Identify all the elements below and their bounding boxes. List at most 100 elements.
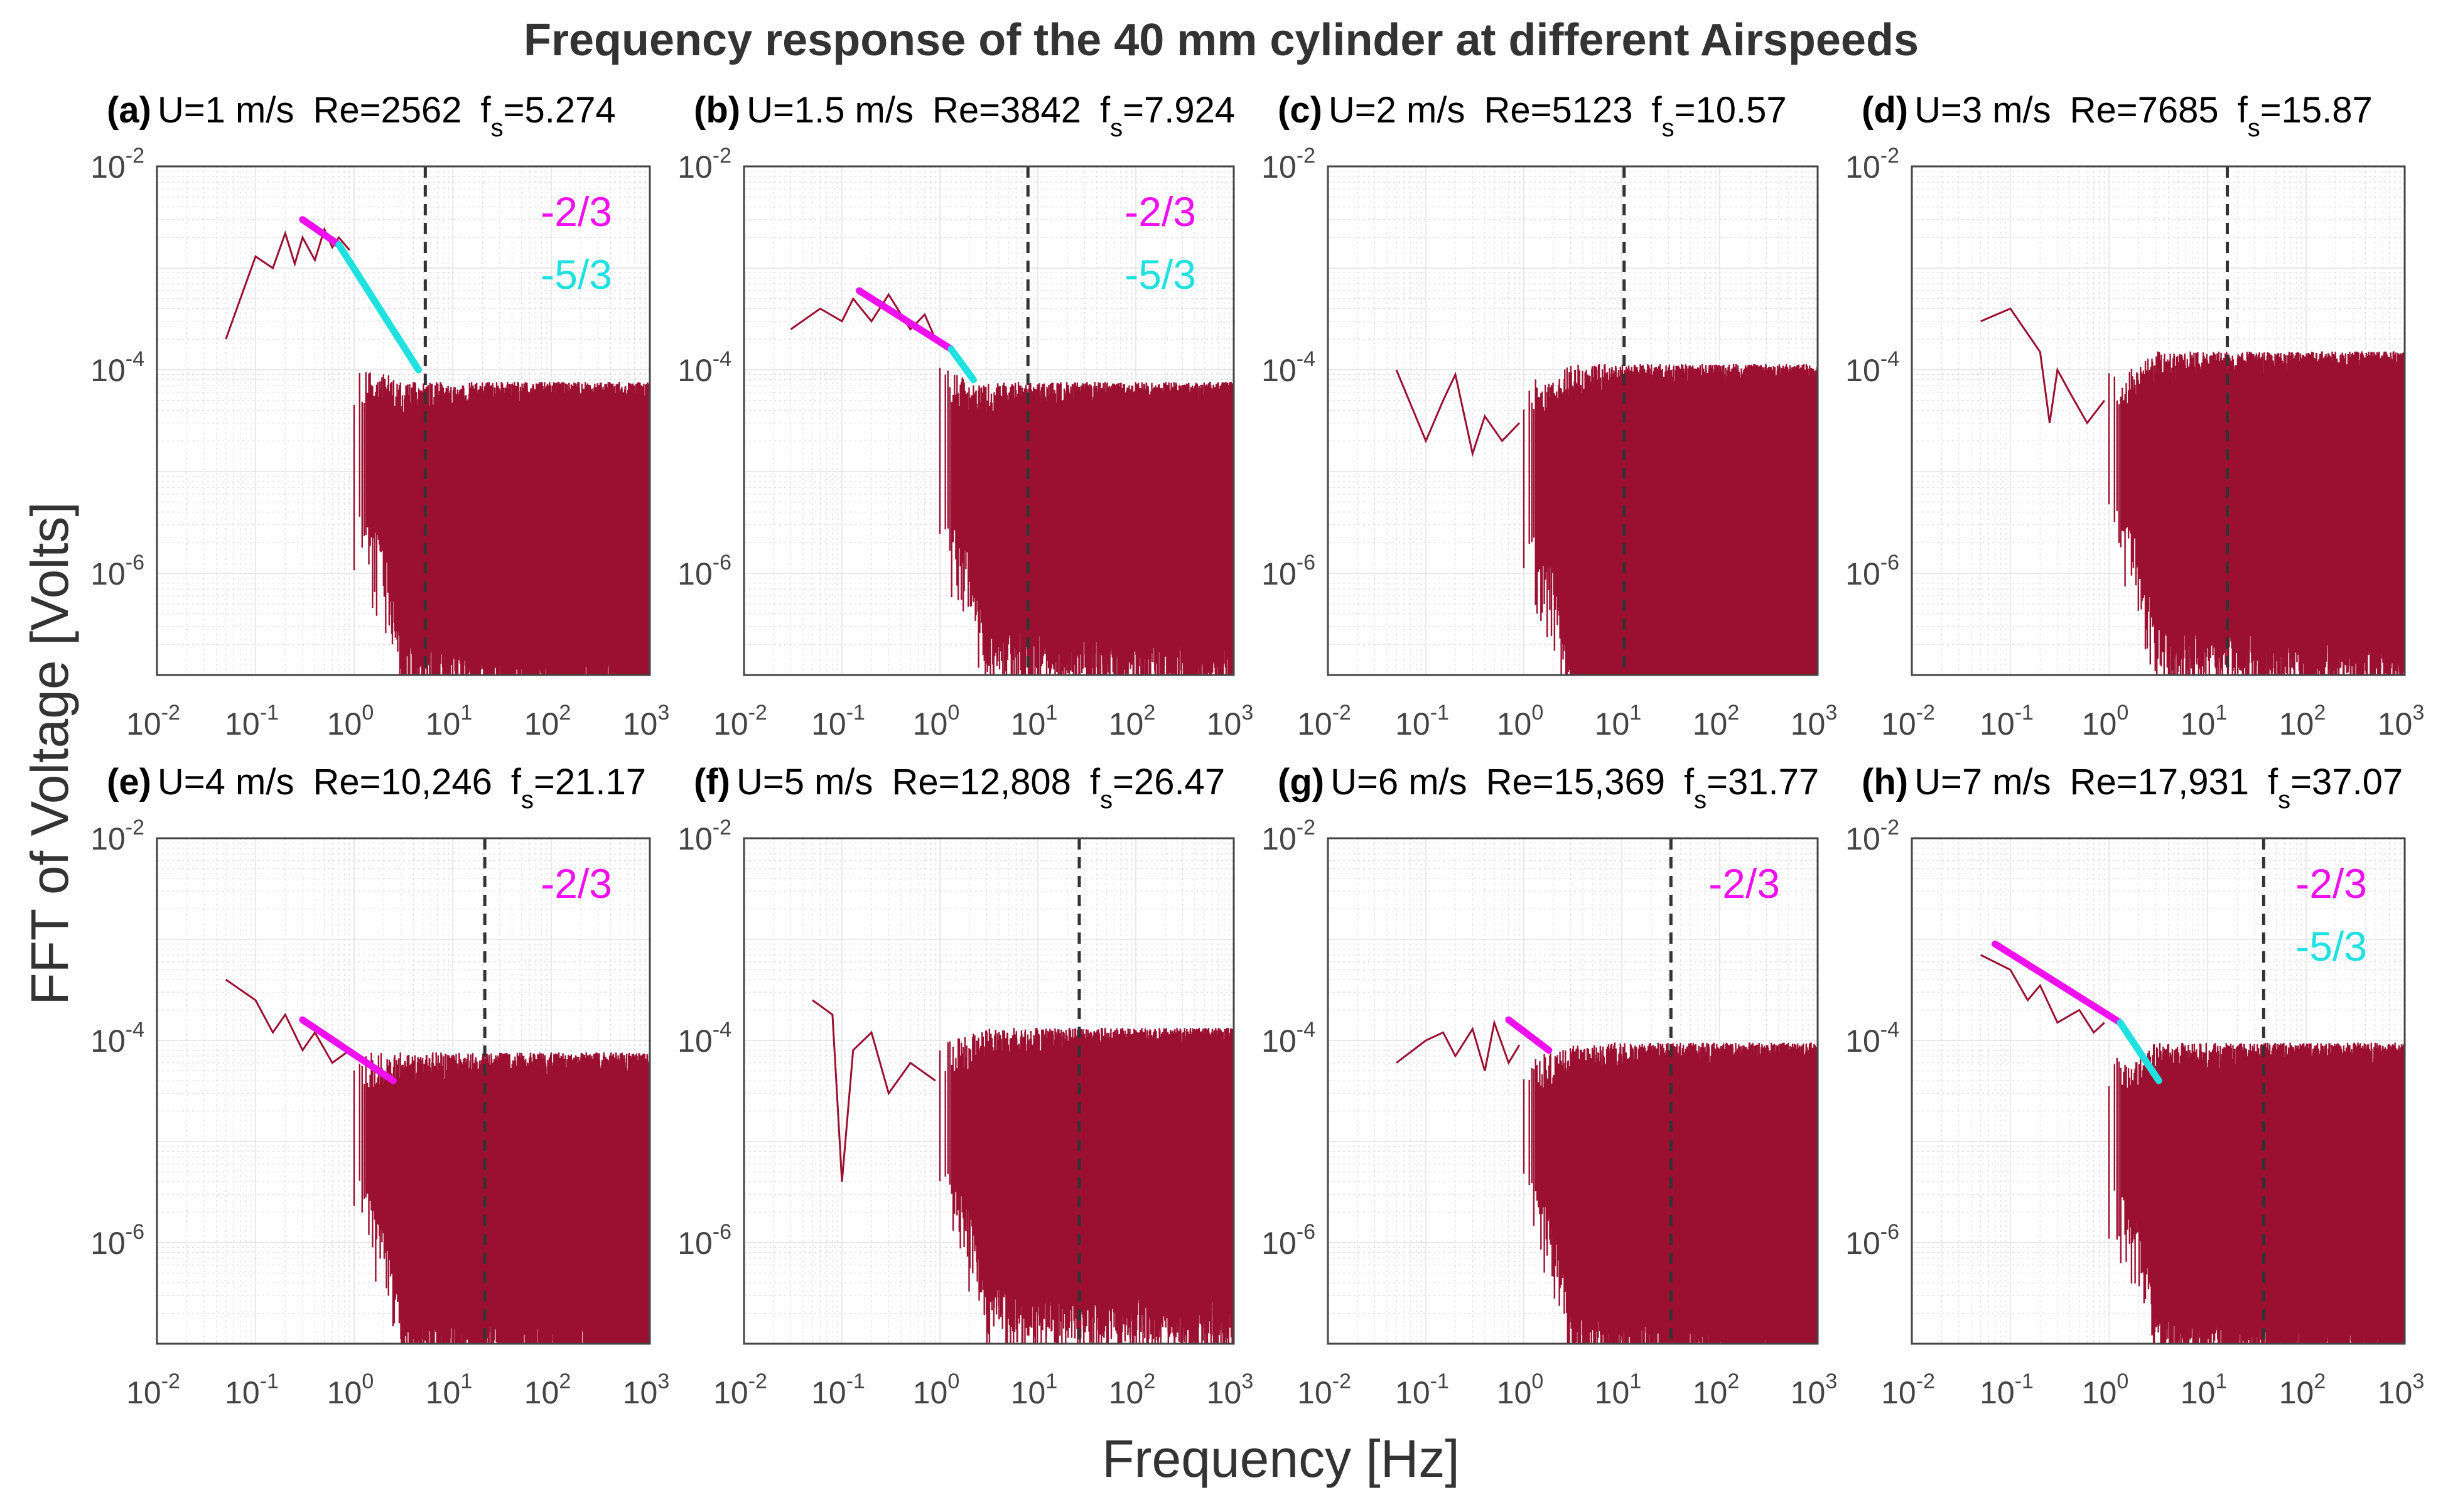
y-tick-exponent: -6: [126, 551, 144, 575]
panel-header: (e) U=4 m/s Re=10,246 fs=21.17: [107, 762, 646, 814]
panel-fs-subscript: s: [491, 114, 504, 142]
spectrum-low-freq-line: [790, 293, 937, 340]
x-tick-label: 100: [327, 1369, 374, 1410]
slope-label-minus-2-3: -2/3: [2295, 860, 2367, 907]
x-tick-exponent: 1: [2215, 1369, 2227, 1393]
panel-h: -2/3-5/310-2 10-1 100 101 102 10310-210-410-6…: [1845, 762, 2424, 1410]
panel-fs-symbol: f: [2238, 90, 2248, 131]
panel-header: (h) U=7 m/s Re=17,931 fs=37.07: [1862, 762, 2403, 814]
slope-line-minus-2-3: [1505, 1016, 1553, 1054]
panel-b: -2/3-5/310-2 10-1 100 101 102 10310-210-410-6…: [677, 90, 1253, 742]
panel-fs-subscript: s: [1110, 114, 1123, 142]
x-tick-label: 10-1: [1395, 701, 1449, 742]
panel-fs-subscript: s: [1694, 786, 1707, 814]
y-tick-exponent: -4: [1880, 1018, 1899, 1042]
x-tick-exponent: 3: [2412, 701, 2424, 725]
x-tick-label: 100: [327, 701, 374, 742]
x-tick-exponent: 0: [947, 1369, 959, 1393]
x-tick-exponent: -1: [846, 1369, 865, 1393]
x-tick-exponent: 0: [2117, 701, 2128, 725]
panel-letter: (f): [694, 762, 730, 802]
panel-header: (b) U=1.5 m/s Re=3842 fs=7.924: [694, 90, 1235, 142]
x-tick-exponent: 2: [2314, 1369, 2326, 1393]
panel-reynolds: Re=10,246: [313, 762, 492, 802]
spectrum-band-core: [1548, 404, 1818, 640]
spectrum-low-freq-line: [812, 999, 936, 1182]
x-tick-label: 102: [1693, 1369, 1740, 1410]
panel-speed: U=4 m/s: [158, 762, 294, 802]
x-tick-exponent: -1: [1430, 1369, 1449, 1393]
panel-reynolds: Re=5123: [1484, 90, 1632, 131]
y-tick-label: 10-4: [1845, 347, 1899, 388]
x-tick-exponent: 0: [1531, 1369, 1543, 1393]
x-tick-label: 101: [1011, 701, 1058, 742]
y-tick-exponent: -2: [1880, 144, 1899, 168]
x-tick-exponent: -2: [161, 1369, 180, 1393]
panel-fs-symbol: f: [1100, 90, 1111, 131]
y-tick-label: 10-2: [677, 144, 731, 185]
axes-box: [1911, 165, 2406, 676]
panel-header: (a) U=1 m/s Re=2562 fs=5.274: [107, 90, 616, 142]
panel-letter: (a): [107, 90, 151, 131]
x-tick-label: 103: [1207, 1369, 1254, 1410]
x-tick-exponent: 1: [2215, 701, 2227, 725]
figure-title: Frequency response of the 40 mm cylinder…: [524, 15, 1919, 65]
slope-line-minus-2-3: [855, 287, 955, 353]
y-tick-label: 10-6: [90, 1220, 144, 1261]
panel-fs-symbol: f: [1090, 762, 1101, 802]
panel-fs-value: =15.87: [2260, 90, 2373, 131]
spectrum-low-freq-line: [1395, 369, 1520, 458]
x-tick-label: 10-1: [225, 1369, 279, 1410]
x-tick-label: 10-2: [713, 1369, 767, 1410]
x-tick-label: 100: [2082, 701, 2129, 742]
panel-letter: (d): [1862, 90, 1908, 131]
panel-header: (f) U=5 m/s Re=12,808 fs=26.47: [694, 762, 1225, 814]
axes-box: [156, 837, 651, 1345]
x-tick-exponent: 3: [657, 1369, 669, 1393]
panel-fs-symbol: f: [1684, 762, 1695, 802]
x-tick-label: 101: [2181, 701, 2228, 742]
y-tick-label: 10-2: [90, 144, 144, 185]
y-tick-label: 10-2: [1261, 144, 1315, 185]
x-tick-exponent: 1: [1629, 1369, 1641, 1393]
x-tick-exponent: 3: [1241, 701, 1253, 725]
y-tick-label: 10-6: [1261, 1220, 1315, 1261]
x-tick-exponent: 0: [2117, 1369, 2128, 1393]
y-tick-exponent: -4: [1297, 1018, 1315, 1042]
y-tick-label: 10-6: [1845, 1220, 1899, 1261]
slope-label-minus-2-3: -2/3: [541, 188, 612, 235]
spectrum-low-freq-line: [1396, 1018, 1521, 1071]
panel-reynolds: Re=17,931: [2070, 762, 2249, 802]
panel-fs-subscript: s: [2248, 114, 2260, 142]
x-tick-label: 10-1: [225, 701, 279, 742]
x-tick-exponent: -2: [161, 701, 180, 725]
y-tick-label: 10-6: [1845, 551, 1899, 591]
x-tick-exponent: 3: [1825, 701, 1837, 725]
panel-speed: U=2 m/s: [1329, 90, 1465, 131]
panel-letter: (e): [107, 762, 151, 802]
spectrum-low-freq-line: [225, 227, 350, 340]
x-tick-label: 103: [1791, 1369, 1838, 1410]
x-tick-label: 103: [2378, 701, 2425, 742]
panel-header: (d) U=3 m/s Re=7685 fs=15.87: [1862, 90, 2373, 142]
x-tick-exponent: -1: [846, 701, 865, 725]
x-tick-label: 102: [1109, 701, 1156, 742]
slope-line-minus-5-3: [947, 345, 977, 384]
slope-label-minus-5-3: -5/3: [2295, 923, 2367, 969]
x-tick-label: 10-2: [126, 1369, 180, 1410]
x-tick-label: 100: [2082, 1369, 2129, 1410]
x-tick-label: 10-1: [1980, 1369, 2034, 1410]
spectrum-low-freq-line: [225, 978, 350, 1064]
axes-box: [1327, 837, 1819, 1345]
y-tick-label: 10-4: [90, 347, 144, 388]
x-tick-label: 101: [426, 1369, 473, 1410]
panel-letter: (h): [1862, 762, 1908, 802]
y-tick-label: 10-6: [677, 1220, 731, 1261]
spectrum-band-core: [379, 1093, 650, 1278]
slope-label-minus-2-3: -2/3: [1124, 188, 1196, 235]
y-tick-exponent: -6: [713, 1220, 731, 1244]
